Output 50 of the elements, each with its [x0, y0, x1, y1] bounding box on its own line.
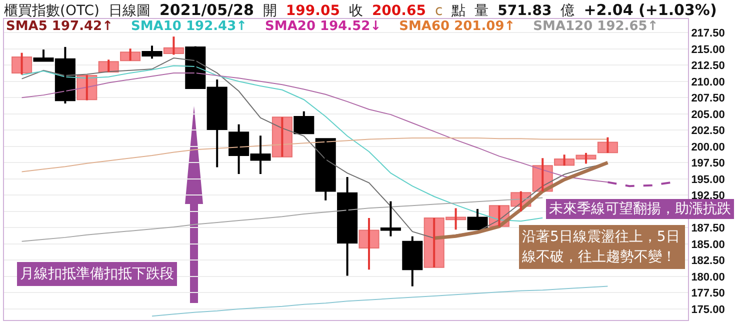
- annotation: 開: [262, 2, 277, 20]
- candlestick: [120, 48, 141, 62]
- annotation: +2.04 (+1.03%): [584, 1, 717, 19]
- annotation: SMA5 197.42↑: [6, 19, 113, 34]
- candlestick: [597, 136, 618, 154]
- annotation: SMA10 192.43↑: [131, 19, 248, 34]
- y-tick-label: 215.00: [691, 44, 725, 56]
- annotation: 億: [560, 2, 575, 20]
- annotation: 量: [474, 2, 489, 20]
- annotation: 點: [452, 2, 466, 20]
- annotation: 沿著5日線震盪往上，5日線不破，往上趨勢不變！: [522, 229, 680, 265]
- y-tick-label: 180.00: [691, 271, 725, 284]
- y-tick-label: 202.50: [691, 125, 725, 138]
- annotation: 收: [348, 2, 363, 20]
- y-tick-label: 200.00: [691, 141, 725, 154]
- y-tick-label: 175.00: [691, 304, 725, 316]
- y-tick-label: 210.00: [691, 76, 725, 88]
- annotation: 200.65: [372, 3, 426, 19]
- y-tick-label: 195.00: [691, 174, 725, 186]
- candlestick: [163, 36, 184, 56]
- y-tick-label: 177.50: [691, 288, 725, 300]
- candlestick: [142, 44, 162, 60]
- annotation: 櫃買指數(OTC): [4, 2, 100, 20]
- y-tick-label: 185.00: [691, 238, 725, 251]
- line-series: [152, 286, 608, 317]
- annotation: 月線扣抵準備扣抵下跌段: [20, 266, 174, 282]
- candlestick: [358, 217, 380, 271]
- annotation: c: [434, 3, 443, 19]
- line-series: [21, 72, 608, 183]
- annotation: SMA20 194.52↓: [265, 19, 382, 34]
- y-tick-label: 207.50: [691, 92, 725, 105]
- y-tick-label: 212.50: [691, 60, 725, 72]
- annotation: 199.05: [286, 3, 340, 19]
- candlestick: [12, 52, 32, 76]
- annotation: 日線圖: [108, 2, 150, 20]
- line-series: [21, 65, 544, 222]
- y-tick-label: 187.50: [691, 222, 725, 235]
- candlestick: [272, 116, 292, 158]
- y-tick-label: 182.50: [691, 255, 725, 268]
- annotation: 2021/05/28: [159, 1, 254, 19]
- annotation: 571.83: [498, 3, 552, 19]
- annotation: 未來季線可望翻揚，助漲抗跌: [549, 201, 731, 217]
- y-tick-label: 192.50: [691, 190, 725, 202]
- annotation: SMA60 201.09↑: [399, 19, 516, 34]
- line-series: [21, 137, 608, 172]
- annotation: SMA120 192.65↑: [533, 19, 658, 34]
- candlestick: [380, 200, 401, 238]
- y-tick-label: 197.50: [691, 158, 725, 170]
- y-tick-label: 205.00: [691, 108, 725, 121]
- y-tick-label: 217.50: [691, 28, 725, 40]
